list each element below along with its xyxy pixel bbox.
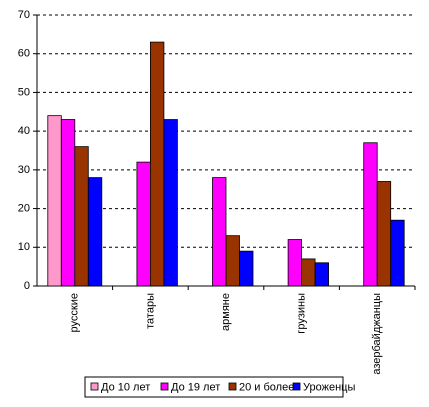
- bar: [363, 142, 378, 287]
- bar: [314, 262, 330, 287]
- legend-box: [84, 376, 344, 398]
- bar: [74, 146, 89, 287]
- y-tick-label: 60: [18, 48, 30, 60]
- y-tick-label: 10: [18, 241, 30, 253]
- legend-label: До 19 лет: [171, 381, 220, 393]
- bar: [390, 219, 405, 287]
- bar: [163, 119, 178, 287]
- y-tick-label: 50: [18, 86, 30, 98]
- legend-swatch: [160, 382, 169, 391]
- legend-swatch: [292, 382, 301, 391]
- bar: [60, 119, 76, 287]
- x-tick-label: русские: [69, 293, 81, 332]
- bar: [47, 115, 62, 287]
- bar: [136, 161, 151, 287]
- y-tick-label: 20: [18, 202, 30, 214]
- bar: [239, 250, 254, 287]
- legend-swatch: [90, 382, 99, 391]
- bar: [212, 177, 227, 287]
- bar: [376, 181, 392, 287]
- legend-swatch: [228, 382, 237, 391]
- y-tick-label: 0: [24, 280, 30, 292]
- x-tick-label: армяне: [220, 293, 232, 331]
- y-tick-label: 30: [18, 164, 30, 176]
- bar: [301, 258, 316, 287]
- x-tick-label: грузины: [296, 293, 308, 334]
- legend-label: 20 и более: [239, 381, 294, 393]
- bar: [87, 177, 103, 287]
- bar: [225, 235, 240, 287]
- y-tick-label: 70: [18, 9, 30, 21]
- bar: [287, 239, 303, 287]
- x-tick-label: татары: [144, 293, 156, 329]
- legend-label: До 10 лет: [101, 381, 150, 393]
- y-tick-label: 40: [18, 125, 30, 137]
- legend-label: Уроженцы: [303, 381, 355, 393]
- x-tick-label: азербайджанцы: [371, 293, 383, 375]
- bar: [149, 41, 165, 287]
